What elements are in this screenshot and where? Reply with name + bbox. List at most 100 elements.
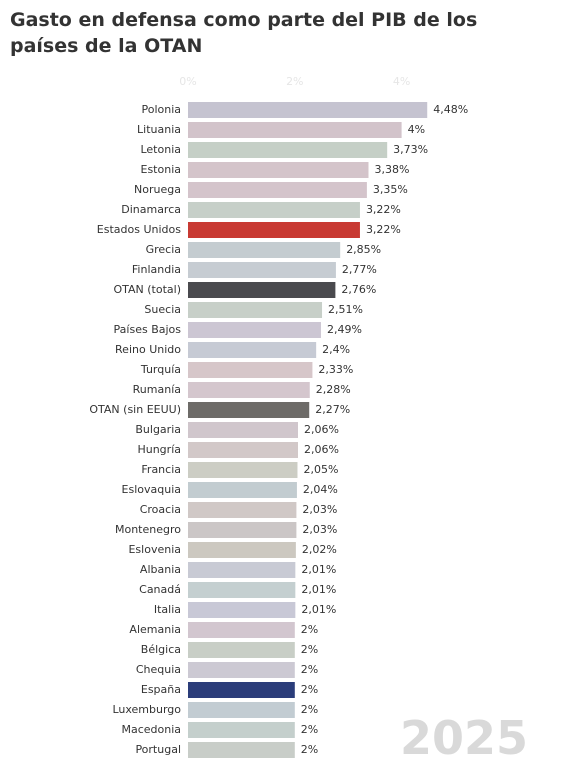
bar [188, 722, 295, 738]
bar [188, 342, 317, 358]
bar [188, 542, 296, 558]
value-label: 2,06% [304, 443, 339, 456]
value-label: 2% [301, 743, 318, 756]
value-label: 2,27% [315, 403, 350, 416]
category-label: Suecia [144, 303, 181, 316]
bar [188, 382, 310, 398]
category-label: Bélgica [141, 643, 181, 656]
value-label: 3,22% [366, 203, 401, 216]
category-label: Finlandia [132, 263, 181, 276]
bar [188, 182, 367, 198]
category-label: OTAN (total) [113, 283, 181, 296]
value-label: 2,85% [346, 243, 381, 256]
category-label: Países Bajos [114, 323, 182, 336]
category-label: Albania [140, 563, 181, 576]
category-label: Chequia [136, 663, 181, 676]
category-label: OTAN (sin EEUU) [89, 403, 181, 416]
category-label: Grecia [146, 243, 181, 256]
bar [188, 322, 321, 338]
value-label: 2% [301, 663, 318, 676]
value-label: 2,49% [327, 323, 362, 336]
category-label: Bulgaria [135, 423, 181, 436]
bar [188, 402, 310, 418]
category-label: Rumanía [133, 383, 181, 396]
category-label: Portugal [135, 743, 181, 756]
category-label: Canadá [139, 583, 181, 596]
value-label: 2,01% [301, 603, 336, 616]
value-label: 3,35% [373, 183, 408, 196]
value-label: 2,28% [316, 383, 351, 396]
category-label: Estonia [141, 163, 182, 176]
bar [188, 242, 341, 258]
bar [188, 602, 296, 618]
value-label: 2,01% [301, 583, 336, 596]
value-label: 2% [301, 703, 318, 716]
category-label: Turquía [140, 363, 181, 376]
bar [188, 422, 299, 438]
category-label: España [141, 683, 181, 696]
category-label: Eslovaquia [122, 483, 181, 496]
category-label: Alemania [129, 623, 181, 636]
value-label: 2% [301, 723, 318, 736]
category-label: Eslovenia [128, 543, 181, 556]
bar [188, 222, 360, 238]
bar [188, 122, 402, 138]
category-label: Francia [141, 463, 181, 476]
category-label: Dinamarca [121, 203, 181, 216]
value-label: 2,51% [328, 303, 363, 316]
bar [188, 702, 295, 718]
category-label: Luxemburgo [112, 703, 181, 716]
value-label: 2,04% [303, 483, 338, 496]
category-label: Italia [154, 603, 181, 616]
value-label: 2% [301, 643, 318, 656]
bar [188, 302, 323, 318]
bar [188, 622, 295, 638]
value-label: 4,48% [433, 103, 468, 116]
value-label: 3,73% [393, 143, 428, 156]
category-label: Croacia [140, 503, 181, 516]
value-label: 3,22% [366, 223, 401, 236]
year-annotation: 2025 [400, 711, 528, 765]
bar [188, 102, 428, 118]
value-label: 2,03% [302, 503, 337, 516]
bar [188, 262, 336, 278]
bar [188, 282, 336, 298]
value-label: 2,06% [304, 423, 339, 436]
value-label: 2,01% [301, 563, 336, 576]
category-label: Noruega [134, 183, 181, 196]
value-label: 2,03% [302, 523, 337, 536]
category-label: Hungría [137, 443, 181, 456]
category-label: Polonia [141, 103, 181, 116]
value-label: 2,4% [322, 343, 350, 356]
value-label: 2% [301, 623, 318, 636]
value-label: 2% [301, 683, 318, 696]
category-label: Lituania [137, 123, 181, 136]
value-label: 2,33% [318, 363, 353, 376]
bar [188, 442, 299, 458]
value-label: 4% [408, 123, 425, 136]
x-tick-label: 2% [286, 75, 303, 88]
value-label: 2,77% [342, 263, 377, 276]
bar [188, 662, 295, 678]
bar [188, 202, 360, 218]
category-label: Macedonia [121, 723, 181, 736]
bar [188, 682, 295, 698]
category-label: Reino Unido [115, 343, 181, 356]
bar [188, 582, 296, 598]
bar [188, 562, 296, 578]
bar [188, 482, 297, 498]
value-label: 2,76% [341, 283, 376, 296]
bar [188, 742, 295, 758]
bar [188, 642, 295, 658]
bar [188, 162, 369, 178]
x-tick-label: 4% [393, 75, 410, 88]
x-tick-label: 0% [179, 75, 196, 88]
bar [188, 522, 297, 538]
category-label: Estados Unidos [97, 223, 181, 236]
value-label: 2,02% [302, 543, 337, 556]
bar [188, 502, 297, 518]
value-label: 2,05% [303, 463, 338, 476]
chart-title: Gasto en defensa como parte del PIB de l… [10, 9, 477, 31]
value-label: 3,38% [374, 163, 409, 176]
